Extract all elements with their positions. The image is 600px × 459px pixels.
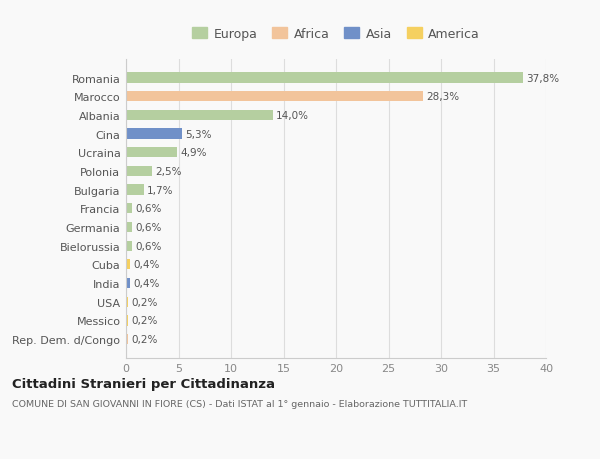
- Bar: [126, 129, 182, 140]
- Bar: [126, 297, 128, 307]
- Text: 0,2%: 0,2%: [131, 316, 158, 326]
- Bar: [126, 92, 423, 102]
- Text: 0,6%: 0,6%: [136, 241, 162, 251]
- Bar: [126, 260, 130, 270]
- Bar: [126, 278, 130, 289]
- Bar: [126, 316, 128, 326]
- Bar: [126, 111, 273, 121]
- Text: 0,2%: 0,2%: [131, 297, 158, 307]
- Text: 0,4%: 0,4%: [133, 260, 160, 270]
- Bar: [126, 241, 133, 251]
- Bar: [126, 73, 523, 84]
- Bar: [126, 148, 178, 158]
- Text: 0,2%: 0,2%: [131, 334, 158, 344]
- Legend: Europa, Africa, Asia, America: Europa, Africa, Asia, America: [188, 24, 484, 45]
- Text: 0,6%: 0,6%: [136, 223, 162, 232]
- Text: 0,4%: 0,4%: [133, 279, 160, 288]
- Text: COMUNE DI SAN GIOVANNI IN FIORE (CS) - Dati ISTAT al 1° gennaio - Elaborazione T: COMUNE DI SAN GIOVANNI IN FIORE (CS) - D…: [12, 399, 467, 409]
- Text: 4,9%: 4,9%: [181, 148, 207, 158]
- Bar: [126, 222, 133, 233]
- Bar: [126, 334, 128, 344]
- Text: 37,8%: 37,8%: [526, 73, 559, 84]
- Text: 5,3%: 5,3%: [185, 129, 211, 139]
- Text: 1,7%: 1,7%: [147, 185, 173, 195]
- Text: 2,5%: 2,5%: [155, 167, 182, 177]
- Bar: [126, 167, 152, 177]
- Text: Cittadini Stranieri per Cittadinanza: Cittadini Stranieri per Cittadinanza: [12, 377, 275, 390]
- Text: 14,0%: 14,0%: [276, 111, 309, 121]
- Text: 0,6%: 0,6%: [136, 204, 162, 214]
- Bar: [126, 185, 144, 196]
- Bar: [126, 204, 133, 214]
- Text: 28,3%: 28,3%: [426, 92, 460, 102]
